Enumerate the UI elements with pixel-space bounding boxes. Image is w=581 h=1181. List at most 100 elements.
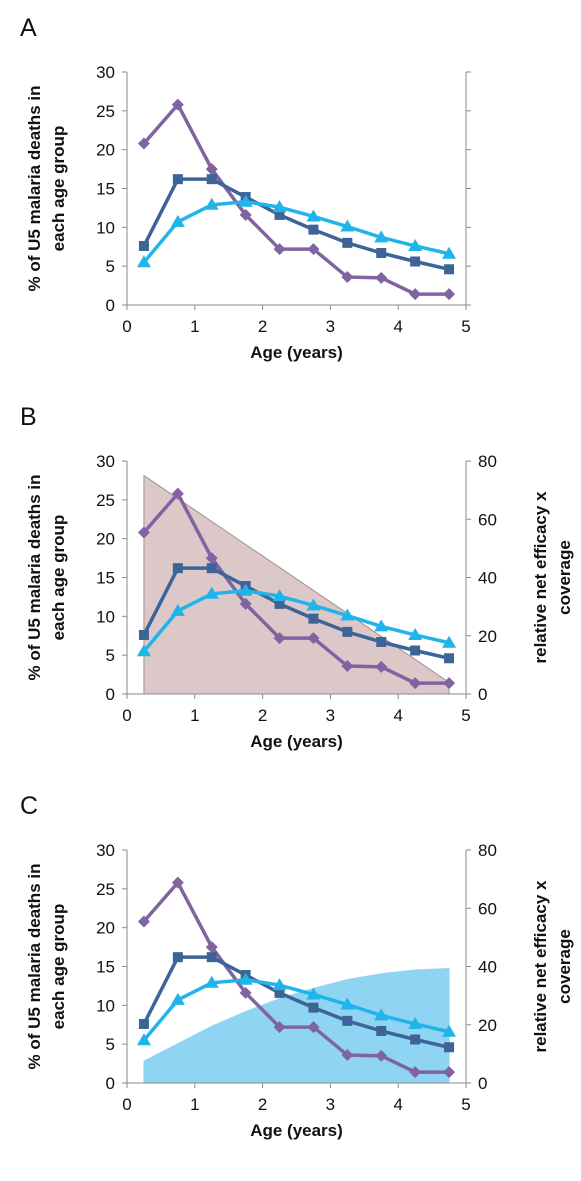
chart-a: 0 5 10 15 20 25 30 0 1 2 3 4 5 Age (years) % of U5 mal… [25, 63, 471, 362]
y-tick-label: 5 [106, 1035, 115, 1054]
data-point-square [410, 256, 421, 267]
y-tick-label: 15 [96, 569, 115, 588]
x-tick-label: 2 [258, 317, 267, 336]
data-point-square [376, 247, 387, 258]
data-point-diamond [409, 677, 422, 690]
data-point-square [308, 224, 319, 235]
data-point-triangle [238, 583, 253, 596]
y-tick-label: 10 [96, 996, 115, 1015]
x-axis-title: Age (years) [250, 343, 343, 362]
y-tick-label: 15 [96, 180, 115, 199]
data-point-diamond [409, 1066, 422, 1079]
y2-axis-title-line: coverage [555, 929, 574, 1004]
y-tick-label: 20 [96, 919, 115, 938]
data-point-square [274, 598, 285, 609]
data-point-diamond [375, 660, 388, 673]
data-point-diamond [375, 1049, 388, 1062]
data-point-square [444, 653, 455, 664]
data-point-diamond [171, 876, 184, 889]
data-point-diamond [273, 632, 286, 645]
data-point-diamond [375, 271, 388, 284]
y-axis-title-line: % of U5 malaria deaths in [25, 475, 44, 681]
data-point-square [274, 209, 285, 220]
panel-b: B 0 5 10 15 20 25 30 0 20 40 60 80 0 1 2 3 4 5 Age (years)… [0, 403, 581, 792]
data-point-square [308, 613, 319, 624]
y-tick-label: 5 [106, 257, 115, 276]
data-point-triangle [340, 219, 355, 232]
data-point-square [376, 1025, 387, 1036]
y-tick-label: 0 [106, 296, 115, 315]
x-tick-label: 0 [122, 1095, 131, 1114]
data-point-triangle [408, 1016, 423, 1029]
x-tick-label: 0 [122, 317, 131, 336]
data-point-square [172, 952, 183, 963]
data-point-triangle [204, 197, 219, 210]
x-tick-label: 1 [190, 1095, 199, 1114]
data-point-square [444, 264, 455, 275]
y2-tick-label: 80 [478, 452, 497, 471]
y-tick-label: 15 [96, 958, 115, 977]
data-point-diamond [341, 660, 354, 673]
data-point-square [274, 987, 285, 998]
data-point-square [444, 1042, 455, 1053]
data-point-diamond [137, 915, 150, 928]
data-point-triangle [238, 194, 253, 207]
y-axis-title: % of U5 malaria deaths in each age group [25, 864, 68, 1070]
data-point-triangle [340, 608, 355, 621]
data-point-diamond [307, 632, 320, 645]
data-point-triangle [170, 214, 185, 227]
y2-axis-title-line: relative net efficacy x [531, 491, 550, 664]
y2-axis-title: relative net efficacy x coverage [531, 880, 574, 1053]
data-point-triangle [374, 1008, 389, 1021]
y-axis-title-line: each age group [49, 126, 68, 252]
data-point-diamond [239, 597, 252, 610]
data-point-triangle [374, 230, 389, 243]
data-point-square [206, 952, 217, 963]
data-point-square [206, 563, 217, 574]
data-point-triangle [306, 987, 321, 1000]
data-point-square [342, 237, 353, 248]
data-point-triangle [272, 200, 287, 213]
series-line [142, 977, 450, 1042]
panel-c: C 0 5 10 15 20 25 30 0 20 40 60 80 0 1 2 3 4 5 Age (years)… [0, 792, 581, 1181]
y2-tick-label: 60 [478, 899, 497, 918]
y-tick-label: 25 [96, 491, 115, 510]
data-point-diamond [239, 986, 252, 999]
y-axis-title-line: each age group [49, 904, 68, 1030]
y2-tick-label: 60 [478, 510, 497, 529]
y-tick-label: 30 [96, 63, 115, 82]
y-tick-label: 0 [106, 1074, 115, 1093]
series-line [142, 199, 450, 264]
series-line [142, 491, 450, 685]
data-point-square [138, 240, 149, 251]
series-line [142, 566, 450, 660]
x-tick-label: 4 [393, 1095, 402, 1114]
data-point-diamond [205, 163, 218, 176]
data-point-triangle [170, 992, 185, 1005]
data-point-square [172, 563, 183, 574]
data-point-square [376, 636, 387, 647]
data-point-triangle [306, 598, 321, 611]
data-point-square [138, 629, 149, 640]
x-tick-label: 1 [190, 317, 199, 336]
x-tick-label: 4 [393, 317, 402, 336]
series-line [142, 102, 450, 296]
data-point-triangle [136, 644, 151, 657]
y-tick-label: 30 [96, 452, 115, 471]
y-axis-title-line: % of U5 malaria deaths in [25, 86, 44, 292]
data-point-diamond [443, 1066, 456, 1079]
data-point-diamond [171, 487, 184, 500]
data-point-square [138, 1018, 149, 1029]
data-point-square [172, 174, 183, 185]
x-tick-label: 2 [258, 706, 267, 725]
y-tick-label: 30 [96, 841, 115, 860]
x-tick-label: 3 [326, 317, 335, 336]
y-axis-title: % of U5 malaria deaths in each age group [25, 86, 68, 292]
y-tick-label: 10 [96, 607, 115, 626]
data-point-square [342, 626, 353, 637]
data-point-diamond [205, 941, 218, 954]
data-point-triangle [170, 603, 185, 616]
data-point-diamond [239, 208, 252, 221]
y2-tick-label: 20 [478, 1016, 497, 1035]
data-point-diamond [341, 271, 354, 284]
